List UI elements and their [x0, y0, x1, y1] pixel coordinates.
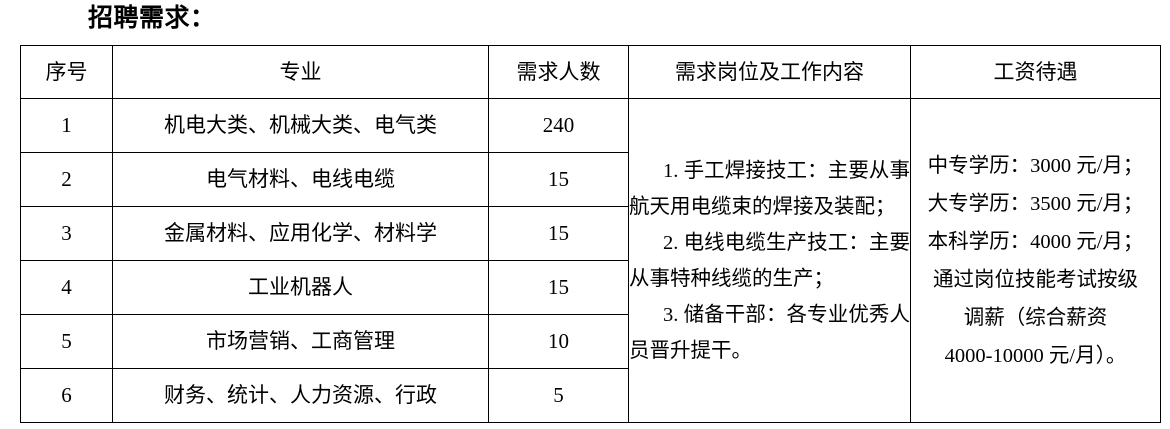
- cell-major: 市场营销、工商管理: [112, 314, 489, 369]
- cell-index: 2: [20, 152, 113, 207]
- column-header-job-description: 需求岗位及工作内容: [628, 45, 911, 99]
- cell-major: 金属材料、应用化学、材料学: [112, 206, 489, 261]
- cell-job-description: 1. 手工焊接技工：主要从事航天用电缆束的焊接及装配； 2. 电线电缆生产技工：…: [628, 98, 911, 423]
- table-row: 5 市场营销、工商管理 10: [20, 314, 1161, 369]
- column-header-index: 序号: [20, 45, 113, 99]
- salary-line-2: 大专学历：3500 元/月；: [927, 192, 1144, 215]
- column-header-major: 专业: [112, 45, 489, 99]
- job-description-item-2: 2. 电线电缆生产技工：主要从事特种线缆的生产；: [629, 231, 910, 290]
- cell-index: 1: [20, 98, 113, 153]
- cell-index: 5: [20, 314, 113, 369]
- cell-index: 6: [20, 368, 113, 423]
- table-header-row: 序号 专业 需求人数 需求岗位及工作内容 工资待遇: [20, 45, 1161, 99]
- cell-major: 工业机器人: [112, 260, 489, 315]
- cell-index: 3: [20, 206, 113, 261]
- job-description-item-3: 3. 储备干部：各专业优秀人员晋升提干。: [629, 303, 910, 362]
- cell-salary: 中专学历：3000 元/月； 大专学历：3500 元/月； 本科学历：4000 …: [910, 98, 1161, 423]
- salary-line-4: 通过岗位技能考试按级: [933, 268, 1138, 291]
- salary-line-3: 本科学历：4000 元/月；: [927, 230, 1144, 253]
- cell-count: 15: [488, 152, 629, 207]
- salary-line-6: 4000-10000 元/月）。: [944, 344, 1127, 367]
- job-description-item-1: 1. 手工焊接技工：主要从事航天用电缆束的焊接及装配；: [629, 159, 910, 218]
- cell-count: 5: [488, 368, 629, 423]
- page-title: 招聘需求：: [88, 5, 216, 32]
- table-row: 1 机电大类、机械大类、电气类 240 1. 手工焊接技工：主要从事航天用电缆束…: [20, 98, 1161, 423]
- cell-count: 15: [488, 206, 629, 261]
- column-header-count: 需求人数: [488, 45, 629, 99]
- table-row: 6 财务、统计、人力资源、行政 5: [20, 368, 1161, 423]
- column-header-salary: 工资待遇: [910, 45, 1161, 99]
- table-row: 3 金属材料、应用化学、材料学 15: [20, 206, 1161, 261]
- cell-major: 财务、统计、人力资源、行政: [112, 368, 489, 423]
- table-row: 4 工业机器人 15: [20, 260, 1161, 315]
- salary-line-1: 中专学历：3000 元/月；: [927, 154, 1144, 177]
- cell-major: 电气材料、电线电缆: [112, 152, 489, 207]
- cell-count: 240: [488, 98, 629, 153]
- salary-line-5: 调薪（综合薪资: [963, 306, 1108, 329]
- cell-major: 机电大类、机械大类、电气类: [112, 98, 489, 153]
- table-row: 2 电气材料、电线电缆 15: [20, 152, 1161, 207]
- recruitment-requirements-table: 序号 专业 需求人数 需求岗位及工作内容 工资待遇 1 机电大类、机械大类、电气…: [20, 45, 1161, 423]
- cell-index: 4: [20, 260, 113, 315]
- cell-count: 10: [488, 314, 629, 369]
- cell-count: 15: [488, 260, 629, 315]
